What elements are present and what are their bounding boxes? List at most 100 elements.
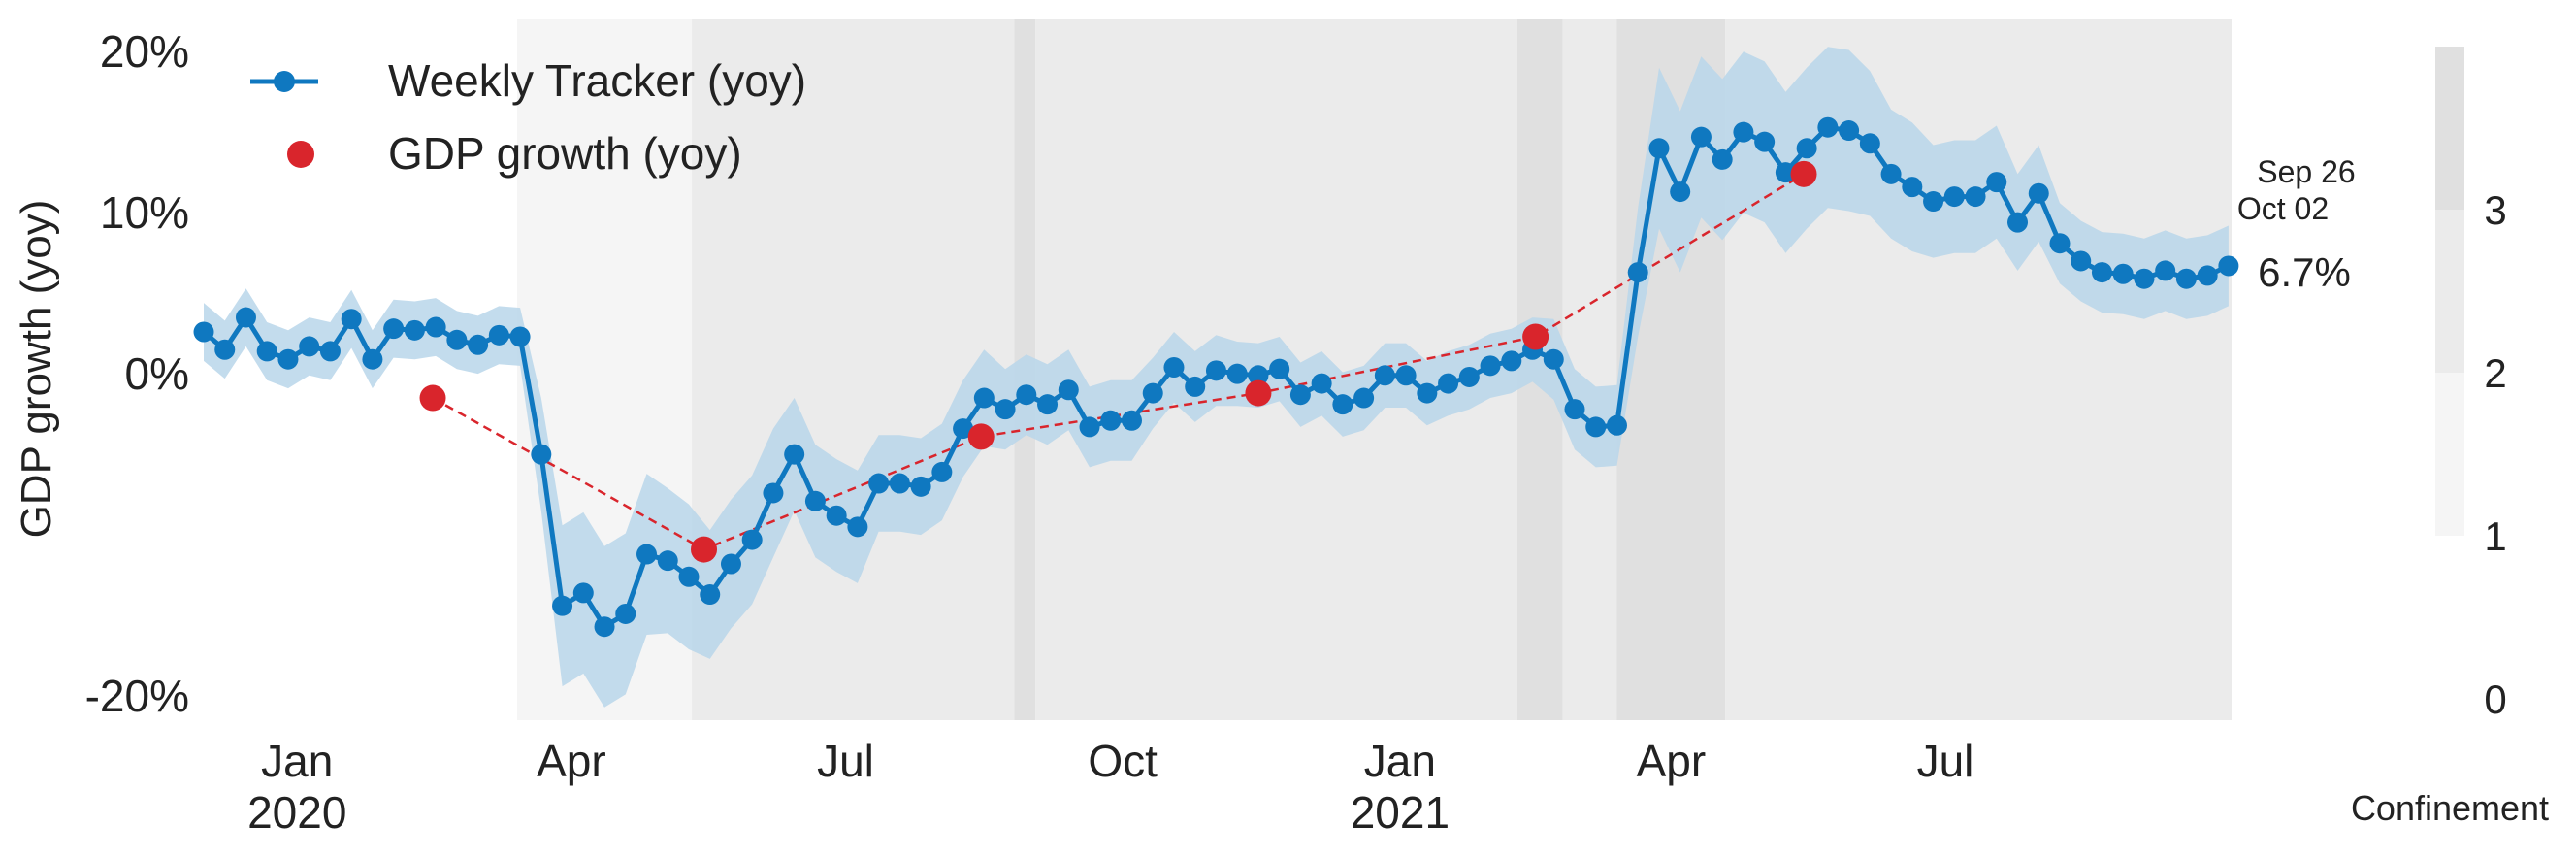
tracker-point-74: [1754, 131, 1776, 152]
tracker-point-13: [468, 334, 489, 355]
tracker-point-52: [1289, 384, 1311, 406]
tracker-point-89: [2071, 250, 2092, 272]
tracker-point-34: [910, 476, 931, 497]
tracker-points: [193, 116, 2239, 638]
gdp-point-0: [419, 384, 446, 412]
tracker-point-45: [1142, 382, 1163, 404]
tracker-point-8: [362, 348, 383, 370]
tracker-point-23: [678, 566, 700, 587]
tracker-point-65: [1564, 399, 1585, 420]
x-tick-label-2: Jul: [817, 736, 874, 786]
tracker-point-1: [214, 339, 236, 360]
annotation-date-top: Sep 26: [2257, 154, 2355, 189]
tracker-point-91: [2112, 263, 2134, 284]
tracker-point-36: [953, 418, 974, 440]
x-tick-label-1: Apr: [537, 736, 606, 786]
y-tick-label-2: 10%: [100, 187, 189, 238]
legend-label-gdp: GDP growth (yoy): [388, 128, 742, 179]
x-tick-year-4: 2021: [1351, 787, 1450, 838]
tracker-point-67: [1606, 414, 1627, 436]
y-tick-label-3: 20%: [100, 26, 189, 77]
tracker-point-50: [1248, 365, 1269, 386]
gdp-point-4: [1522, 323, 1549, 350]
tracker-point-51: [1269, 358, 1290, 379]
colorbar-tick-label-3: 3: [2484, 187, 2506, 233]
tracker-point-3: [256, 341, 277, 362]
tracker-point-14: [488, 324, 509, 346]
gdp-point-3: [1245, 379, 1272, 407]
colorbar-segment-0: [2435, 536, 2464, 699]
tracker-point-79: [1859, 133, 1880, 154]
tracker-point-26: [741, 529, 763, 550]
tracker-point-25: [720, 553, 741, 575]
tracker-point-84: [1965, 186, 1986, 208]
tracker-point-81: [1902, 177, 1923, 198]
tracker-point-42: [1079, 416, 1100, 438]
tracker-point-66: [1585, 416, 1607, 438]
x-tick-year-0: 2020: [247, 787, 346, 838]
y-tick-label-1: 0%: [125, 348, 189, 399]
tracker-point-35: [931, 461, 953, 482]
tracker-point-6: [319, 341, 341, 362]
x-tick-label-4: Jan: [1364, 736, 1436, 786]
tracker-point-69: [1648, 138, 1670, 159]
legend: Weekly Tracker (yoy) GDP growth (yoy): [250, 55, 806, 179]
tracker-point-94: [2175, 268, 2197, 289]
colorbar-tick-label-2: 2: [2484, 350, 2506, 396]
colorbar-segment-1: [2435, 373, 2464, 536]
tracker-point-39: [1016, 384, 1037, 406]
confinement-label: Confinement: [2351, 788, 2549, 828]
tracker-point-57: [1395, 365, 1417, 386]
legend-label-tracker: Weekly Tracker (yoy): [388, 55, 806, 106]
x-tick-label-3: Oct: [1088, 736, 1158, 786]
tracker-point-90: [2091, 262, 2112, 283]
tracker-point-85: [1986, 172, 2007, 193]
tracker-point-96: [2218, 255, 2239, 277]
tracker-point-47: [1185, 376, 1206, 397]
tracker-point-58: [1417, 382, 1438, 404]
tracker-point-12: [446, 329, 468, 350]
colorbar-segment-3: [2435, 47, 2464, 210]
tracker-point-72: [1712, 148, 1733, 170]
tracker-point-29: [804, 490, 826, 511]
tracker-point-7: [341, 309, 362, 330]
y-tick-label-0: -20%: [85, 671, 189, 721]
tracker-point-60: [1458, 366, 1480, 387]
annotation-date-bottom: Oct 02: [2237, 191, 2329, 226]
tracker-point-30: [826, 505, 847, 526]
colorbar-tick-label-0: 0: [2484, 676, 2506, 722]
tracker-point-38: [995, 399, 1016, 420]
gdp-growth-line: [432, 173, 1805, 551]
gdp-point-1: [691, 536, 718, 563]
tracker-point-11: [425, 316, 446, 338]
colorbar-segment-2: [2435, 210, 2464, 373]
tracker-point-80: [1880, 163, 1902, 184]
gdp-point-2: [967, 423, 995, 450]
tracker-point-86: [2007, 212, 2029, 233]
tracker-point-41: [1058, 379, 1079, 401]
tracker-point-43: [1100, 410, 1122, 431]
tracker-point-59: [1438, 373, 1459, 394]
tracker-point-95: [2197, 265, 2218, 286]
legend-swatch-gdp-marker: [287, 141, 314, 168]
tracker-point-28: [784, 444, 805, 465]
tracker-point-20: [615, 603, 636, 624]
tracker-point-77: [1817, 116, 1839, 138]
tracker-point-21: [636, 544, 658, 565]
tracker-point-48: [1205, 360, 1226, 381]
tracker-point-73: [1733, 121, 1754, 143]
tracker-point-15: [509, 326, 531, 347]
tracker-point-92: [2134, 268, 2155, 289]
tracker-point-17: [552, 595, 573, 616]
gdp-growth-points: [419, 160, 1817, 563]
latest-value-annotation: Sep 26 Oct 02 6.7%: [2237, 154, 2356, 295]
tracker-point-46: [1163, 357, 1185, 379]
tracker-point-87: [2028, 182, 2049, 204]
confinement-colorbar: 0 1 2 3: [2435, 47, 2507, 722]
tracker-point-32: [868, 473, 890, 494]
tracker-point-83: [1943, 186, 1965, 208]
legend-swatch-tracker-marker: [274, 71, 295, 92]
tracker-point-53: [1311, 373, 1332, 394]
tracker-point-37: [973, 387, 995, 409]
